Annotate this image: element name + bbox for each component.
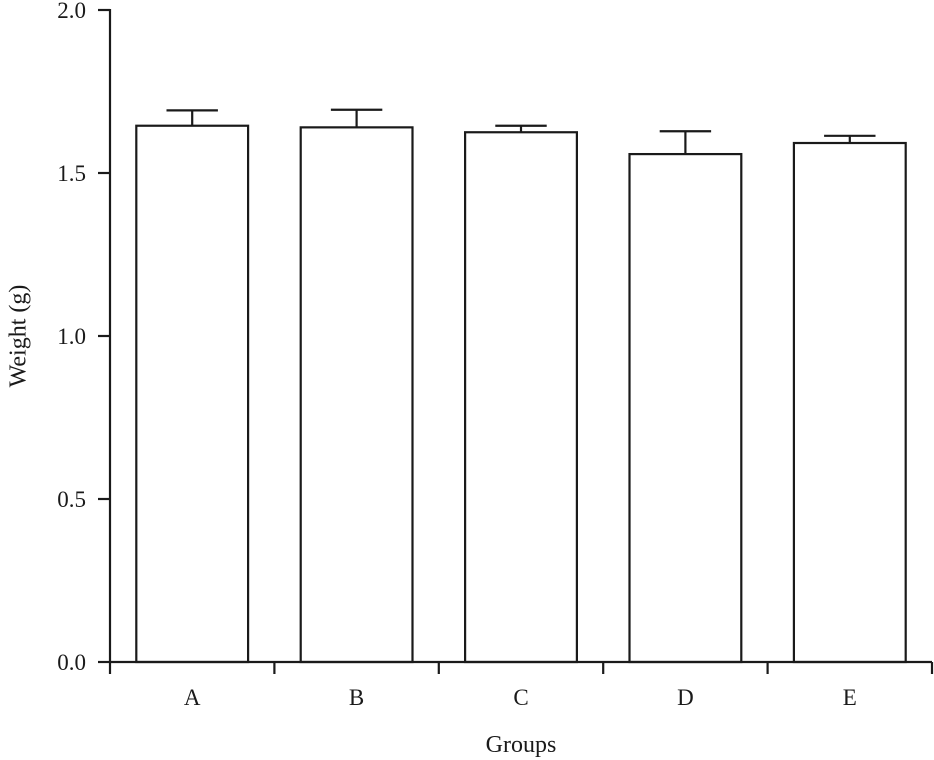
x-ticks-layer: A B C D E	[108, 662, 934, 710]
y-tick-label: 0.0	[57, 650, 86, 675]
error-bar-E	[824, 134, 876, 144]
error-bars-layer	[166, 108, 876, 155]
error-bar-C	[495, 124, 547, 133]
error-bar-A	[166, 109, 218, 126]
error-bar-B	[330, 108, 383, 128]
error-bar-D	[659, 130, 712, 155]
bar-A	[135, 124, 250, 664]
y-axis-title: Weight (g)	[6, 285, 32, 388]
bars-layer	[135, 124, 907, 664]
y-tick-label: 1.0	[57, 324, 86, 349]
x-tick-label: A	[184, 685, 201, 710]
bar-D	[628, 152, 743, 664]
x-tick-label: C	[513, 685, 528, 710]
x-tick-label: D	[677, 685, 694, 710]
bar-E	[792, 141, 907, 664]
y-ticks-layer: 0.0 0.5 1.0 1.5 2.0	[57, 0, 110, 675]
bar-C	[464, 131, 578, 664]
y-tick-label: 2.0	[57, 0, 86, 23]
x-tick-label: B	[349, 685, 364, 710]
x-tick-label: E	[843, 685, 857, 710]
y-tick-label: 1.5	[57, 161, 86, 186]
y-tick-label: 0.5	[57, 487, 86, 512]
x-axis-title: Groups	[486, 732, 557, 758]
bar-B	[299, 126, 414, 664]
